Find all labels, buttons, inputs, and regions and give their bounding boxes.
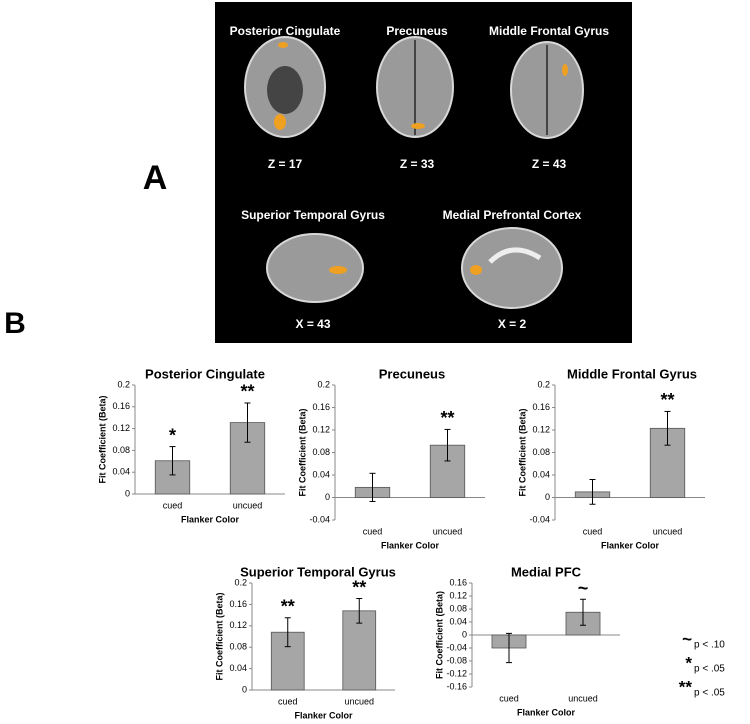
significance-mark: ** xyxy=(240,382,254,402)
y-tick-label: -0.04 xyxy=(309,514,330,524)
significance-mark: ** xyxy=(281,597,295,617)
image-coordinate: Z = 33 xyxy=(400,157,435,171)
panel-label: A xyxy=(143,159,168,197)
y-tick-label: 0.16 xyxy=(532,402,550,412)
significance-mark: ** xyxy=(352,577,366,597)
key-text: p < .05 xyxy=(694,664,725,675)
key-symbol: ** xyxy=(679,677,693,696)
y-tick-label: 0.2 xyxy=(537,379,550,389)
chart-title: Middle Frontal Gyrus xyxy=(567,366,697,381)
y-axis-label: Fit Coefficient (Beta) xyxy=(297,408,307,496)
activation xyxy=(278,42,288,48)
activation xyxy=(470,265,482,275)
significance-mark: ** xyxy=(660,390,674,410)
significance-mark: * xyxy=(169,425,176,445)
y-tick-label: -0.04 xyxy=(446,642,467,652)
bar xyxy=(342,610,377,691)
activation xyxy=(562,64,568,76)
y-tick-label: 0.04 xyxy=(312,469,330,479)
y-axis-label: Fit Coefficient (Beta) xyxy=(517,408,527,496)
x-axis-label: Flanker Color xyxy=(517,707,576,717)
y-tick-label: 0.08 xyxy=(532,447,550,457)
x-axis-label: Flanker Color xyxy=(181,514,240,524)
y-tick-label: 0.12 xyxy=(449,590,467,600)
y-tick-label: -0.08 xyxy=(446,655,467,665)
y-tick-label: 0 xyxy=(242,684,247,694)
key-text: p < .10 xyxy=(694,640,725,651)
significance-mark: ~ xyxy=(578,578,589,598)
image-coordinate: X = 43 xyxy=(295,317,330,331)
chart-title: Posterior Cingulate xyxy=(145,366,265,381)
x-tick-label: uncued xyxy=(233,500,263,510)
brain-sagittal xyxy=(266,233,364,303)
key-symbol: ~ xyxy=(682,629,692,648)
x-tick-label: cued xyxy=(363,526,383,536)
chart-title: Superior Temporal Gyrus xyxy=(240,564,396,579)
x-tick-label: uncued xyxy=(568,693,598,703)
x-tick-label: uncued xyxy=(653,526,683,536)
x-tick-label: cued xyxy=(163,500,183,510)
image-coordinate: X = 2 xyxy=(498,317,527,331)
panel-label: B xyxy=(4,307,26,340)
corpus-callosum xyxy=(488,247,542,264)
image-coordinate: Z = 17 xyxy=(268,157,303,171)
y-tick-label: 0.16 xyxy=(112,401,130,411)
chart-title: Medial PFC xyxy=(511,564,582,579)
chart-title: Precuneus xyxy=(379,366,445,381)
y-tick-label: 0.2 xyxy=(317,379,330,389)
y-axis-label: Fit Coefficient (Beta) xyxy=(97,395,107,483)
x-tick-label: cued xyxy=(499,693,519,703)
y-tick-label: -0.12 xyxy=(446,668,467,678)
x-tick-label: cued xyxy=(278,696,298,706)
y-axis-label: Fit Coefficient (Beta) xyxy=(214,592,224,680)
y-tick-label: 0.2 xyxy=(117,379,130,389)
x-axis-label: Flanker Color xyxy=(381,540,440,550)
image-title: Middle Frontal Gyrus xyxy=(489,24,609,38)
image-title: Superior Temporal Gyrus xyxy=(241,208,385,222)
y-tick-label: 0.16 xyxy=(449,577,467,587)
y-tick-label: 0.04 xyxy=(449,616,467,626)
x-tick-label: cued xyxy=(583,526,603,536)
y-tick-label: 0.12 xyxy=(312,424,330,434)
image-title: Medial Prefrontal Cortex xyxy=(443,208,582,222)
x-tick-label: uncued xyxy=(344,696,374,706)
activation xyxy=(329,266,347,274)
y-tick-label: 0.12 xyxy=(532,424,550,434)
key-text: p < .05 xyxy=(694,688,725,699)
y-tick-label: -0.04 xyxy=(529,514,550,524)
y-tick-label: 0.08 xyxy=(112,445,130,455)
y-tick-label: 0.16 xyxy=(229,599,247,609)
key-symbol: * xyxy=(685,653,692,672)
y-tick-label: 0.04 xyxy=(112,467,130,477)
x-tick-label: uncued xyxy=(433,526,463,536)
image-title: Posterior Cingulate xyxy=(230,24,341,38)
y-tick-label: 0 xyxy=(545,492,550,502)
y-axis-label: Fit Coefficient (Beta) xyxy=(434,591,444,679)
y-tick-label: 0.08 xyxy=(449,603,467,613)
image-coordinate: Z = 43 xyxy=(532,157,567,171)
y-tick-label: 0.08 xyxy=(312,447,330,457)
y-tick-label: 0.04 xyxy=(532,469,550,479)
y-tick-label: 0.08 xyxy=(229,642,247,652)
y-tick-label: 0 xyxy=(462,629,467,639)
brain-images xyxy=(244,36,584,309)
brain-sagittal xyxy=(461,227,563,309)
y-tick-label: 0.04 xyxy=(229,663,247,673)
y-tick-label: 0 xyxy=(125,488,130,498)
activation xyxy=(411,123,425,129)
y-tick-label: -0.16 xyxy=(446,681,467,691)
y-tick-label: 0.2 xyxy=(234,577,247,587)
significance-mark: ** xyxy=(440,408,454,428)
image-title: Precuneus xyxy=(386,24,448,38)
y-tick-label: 0.12 xyxy=(112,423,130,433)
y-tick-label: 0.12 xyxy=(229,620,247,630)
x-axis-label: Flanker Color xyxy=(294,710,353,720)
y-tick-label: 0 xyxy=(325,492,330,502)
x-axis-label: Flanker Color xyxy=(601,540,660,550)
activation xyxy=(274,114,286,130)
y-tick-label: 0.16 xyxy=(312,402,330,412)
brain-ventricle xyxy=(267,66,303,114)
